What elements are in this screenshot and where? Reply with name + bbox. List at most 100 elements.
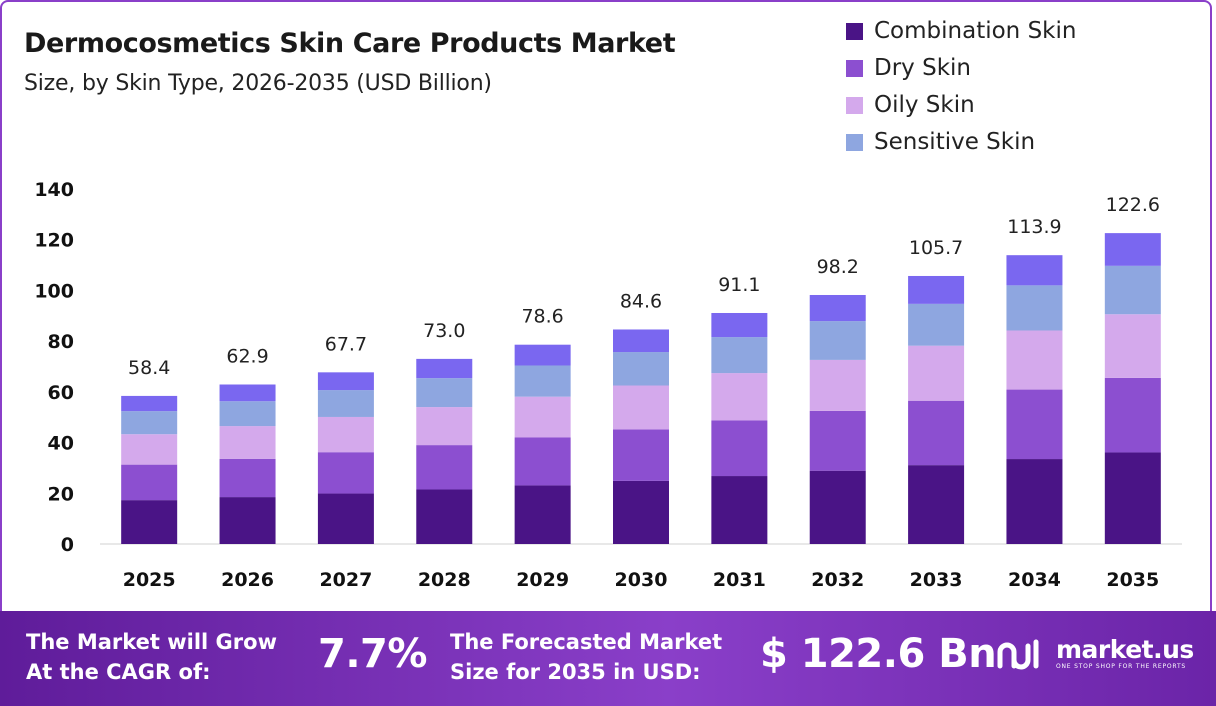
y-tick-label: 80 [48, 331, 74, 353]
legend-swatch [846, 59, 863, 77]
bar-total-label: 91.1 [718, 274, 760, 296]
bar-segment-oily-skin [219, 426, 276, 459]
bar-segment-dry-skin [809, 410, 866, 471]
legend-swatch [846, 22, 863, 40]
bar-segment-sensitive-skin [613, 352, 669, 386]
bar-segment-oily-skin [711, 373, 768, 421]
bar-segment-top [121, 395, 178, 412]
bar-segment-dry-skin [908, 400, 965, 466]
legend-item-combination-skin: Combination Skin [846, 18, 1076, 44]
legend-item-oily-skin: Oily Skin [846, 92, 975, 118]
brand[interactable]: market.us ONE STOP SHOP FOR THE REPORTS [996, 636, 1194, 672]
bar-segment-top [416, 358, 473, 379]
brand-tagline: ONE STOP SHOP FOR THE REPORTS [1056, 663, 1187, 670]
bar-total-label: 113.9 [1007, 216, 1061, 238]
cagr-label-line2: At the CAGR of: [26, 660, 211, 684]
x-tick-label: 2034 [1008, 569, 1061, 591]
bar-segment-top [809, 294, 866, 322]
bar-segment-top [1104, 233, 1161, 266]
bar-segment-top [711, 312, 768, 338]
x-tick-label: 2033 [910, 569, 963, 591]
bar-segment-sensitive-skin [908, 303, 965, 346]
cagr-label: The Market will Grow At the CAGR of: [26, 627, 277, 687]
cagr-value: 7.7% [318, 631, 427, 677]
forecast-label-line2: Size for 2035 in USD: [450, 660, 701, 684]
bar-segment-sensitive-skin [1104, 265, 1161, 315]
legend-item-sensitive-skin: Sensitive Skin [846, 129, 1035, 155]
bar-segment-sensitive-skin [1006, 285, 1063, 331]
chart-title: Dermocosmetics Skin Care Products Market [24, 28, 676, 59]
bar-total-label: 98.2 [817, 256, 859, 278]
x-tick-label: 2026 [221, 569, 274, 591]
chart-subtitle: Size, by Skin Type, 2026-2035 (USD Billi… [24, 71, 492, 96]
bar-segment-sensitive-skin [416, 378, 473, 408]
cagr-label-line1: The Market will Grow [26, 630, 277, 654]
legend-label: Combination Skin [874, 18, 1077, 44]
y-tick-label: 140 [34, 179, 74, 201]
brand-name: market.us [1056, 635, 1194, 664]
bar-segment-oily-skin [809, 359, 866, 411]
y-tick-label: 120 [34, 230, 74, 252]
bar-total-label: 84.6 [620, 290, 662, 312]
bar-segment-combination-skin [514, 485, 571, 544]
bar-segment-combination-skin [416, 489, 473, 544]
bar-segment-combination-skin [317, 493, 374, 544]
bar-segment-dry-skin [1104, 377, 1161, 453]
bar-segment-top [317, 372, 374, 391]
bar-segment-oily-skin [514, 396, 571, 438]
bar-total-label: 58.4 [128, 357, 170, 379]
bar-segment-oily-skin [1104, 314, 1161, 378]
bar-segment-sensitive-skin [514, 365, 571, 397]
bar-segment-top [514, 344, 571, 366]
bar-segment-top [219, 384, 276, 402]
market-us-logo-icon [997, 639, 1039, 670]
bar-segment-dry-skin [219, 458, 276, 498]
x-tick-label: 2028 [418, 569, 471, 591]
bar-total-label: 122.6 [1106, 194, 1160, 216]
bar-segment-top [613, 329, 669, 353]
y-tick-label: 60 [48, 382, 74, 404]
bar-segment-oily-skin [1006, 330, 1063, 390]
x-tick-label: 2035 [1106, 569, 1159, 591]
bar-segment-combination-skin [1006, 459, 1063, 544]
legend-swatch [846, 96, 863, 114]
bar-total-label: 67.7 [325, 333, 367, 355]
forecast-label: The Forecasted Market Size for 2035 in U… [450, 627, 722, 687]
x-tick-label: 2025 [123, 569, 176, 591]
legend-label: Oily Skin [874, 92, 975, 118]
y-tick-label: 20 [48, 483, 74, 505]
y-tick-label: 100 [34, 280, 74, 302]
x-tick-label: 2030 [615, 569, 668, 591]
x-tick-label: 2032 [811, 569, 864, 591]
forecast-label-line1: The Forecasted Market [450, 630, 723, 654]
x-tick-label: 2031 [713, 569, 766, 591]
bar-segment-top [908, 275, 965, 304]
footer-banner: The Market will Grow At the CAGR of: 7.7… [0, 611, 1216, 706]
bar-total-label: 78.6 [521, 306, 563, 328]
bar-segment-oily-skin [317, 416, 374, 453]
legend-label: Dry Skin [874, 55, 971, 81]
bar-segment-sensitive-skin [711, 337, 768, 374]
bar-segment-combination-skin [121, 500, 178, 544]
bar-segment-oily-skin [908, 345, 965, 401]
bar-segment-combination-skin [1104, 452, 1161, 544]
bar-segment-oily-skin [121, 434, 178, 465]
bar-segment-sensitive-skin [219, 401, 276, 427]
bar-segment-combination-skin [711, 476, 768, 544]
bar-segment-oily-skin [613, 385, 669, 430]
bar-segment-dry-skin [613, 429, 669, 481]
bar-segment-combination-skin [219, 497, 276, 544]
bar-segment-dry-skin [317, 452, 374, 494]
bar-segment-dry-skin [416, 445, 473, 490]
bar-segment-dry-skin [711, 420, 768, 477]
bar-segment-combination-skin [613, 480, 669, 544]
bar-segment-sensitive-skin [317, 390, 374, 417]
bar-segment-top [1006, 255, 1063, 286]
y-tick-label: 0 [61, 534, 74, 556]
x-tick-label: 2027 [319, 569, 372, 591]
bar-total-label: 105.7 [909, 237, 963, 259]
legend-label: Sensitive Skin [874, 129, 1036, 155]
legend-swatch [846, 133, 863, 151]
bar-segment-combination-skin [908, 465, 965, 544]
bar-segment-dry-skin [1006, 389, 1063, 460]
